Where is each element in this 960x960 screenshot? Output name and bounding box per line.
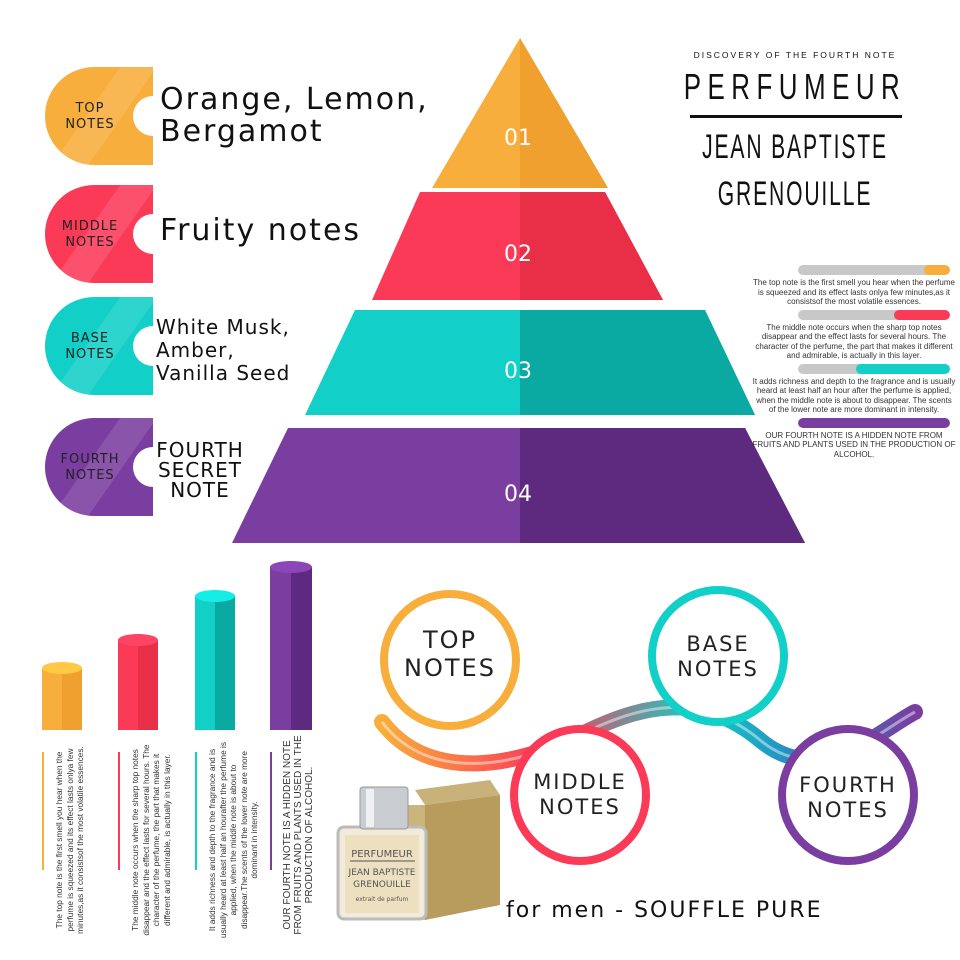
circle-top-notes: [380, 590, 520, 730]
divider-line: [42, 752, 44, 870]
side-description-item: OUR FOURTH NOTE IS A HIDDEN NOTE FROM FR…: [752, 417, 956, 460]
side-description-item: The top note is the first smell you hear…: [752, 265, 956, 307]
layer-number: 04: [504, 482, 532, 507]
side-descriptions: The top note is the first smell you hear…: [752, 265, 956, 462]
cylinder-top: [195, 590, 235, 602]
notch: [133, 96, 153, 136]
tier-description-vertical: The top note is the first smell you hear…: [54, 746, 85, 934]
divider-line: [195, 752, 197, 870]
level-bar: [798, 265, 950, 275]
level-fill: [893, 309, 950, 320]
cylinder-top: [270, 561, 312, 573]
side-description-item: The middle note occurs when the sharp to…: [752, 309, 956, 361]
level-bar: [798, 417, 950, 428]
tab-fourth-notes: FOURTH NOTES: [45, 418, 153, 516]
tier-notes: FOURTH SECRET NOTE: [156, 438, 244, 502]
pyramid-layer-shade: [520, 310, 755, 415]
name-line2: GRENOUILLE: [717, 175, 873, 213]
circle-label: MIDDLE NOTES: [533, 770, 627, 819]
notes-wave-diagram: [374, 586, 923, 865]
tab-top-notes: TOP NOTES: [45, 67, 153, 165]
level-bar: [798, 363, 950, 374]
tier-description: It adds richness and depth to the fragra…: [752, 376, 956, 415]
tier-description-vertical: OUR FOURTH NOTE IS A HIDDEN NOTE FROM FR…: [282, 735, 315, 935]
svg-text:extrait de parfum: extrait de parfum: [356, 896, 409, 903]
circle-label: FOURTH NOTES: [799, 773, 897, 822]
circle-base-notes: [648, 586, 788, 726]
cylinder-top: [118, 634, 158, 646]
layer-number: 02: [504, 242, 532, 267]
pyramid-diagram: 01 02 03 04: [232, 38, 805, 543]
level-fill: [855, 363, 950, 374]
tier-description-vertical: The middle note occurs when the sharp to…: [130, 744, 172, 936]
pyramid-layer-shade: [520, 192, 663, 300]
tier-notes: White Musk, Amber, Vanilla Seed: [156, 315, 291, 385]
layer-number: 03: [504, 359, 532, 384]
divider-line: [118, 752, 120, 870]
cylinder-shade: [138, 640, 158, 730]
header-kicker: DISCOVERY OF THE FOURTH NOTE: [693, 50, 897, 60]
circle-label: TOP NOTES: [404, 626, 496, 682]
tier-description-vertical: It adds richness and depth to the fragra…: [207, 742, 259, 939]
tab-label: TOP NOTES: [65, 101, 115, 132]
circle-fourth-notes: [778, 725, 918, 865]
tier-description: The top note is the first smell you hear…: [753, 278, 955, 306]
tab-middle-notes: MIDDLE NOTES: [45, 185, 153, 283]
tier-description: OUR FOURTH NOTE IS A HIDDEN NOTE FROM FR…: [752, 430, 956, 459]
svg-text:JEAN BAPTISTE: JEAN BAPTISTE: [348, 868, 416, 878]
svg-text:PERFUMEUR: PERFUMEUR: [351, 849, 413, 860]
pyramid-layer-shade: [520, 38, 608, 188]
cylinder-shade: [62, 668, 82, 730]
tab-label: MIDDLE NOTES: [61, 219, 119, 250]
perfume-product-image: PERFUMEUR JEAN BAPTISTE GRENOUILLE extra…: [336, 780, 500, 921]
svg-text:GRENOUILLE: GRENOUILLE: [353, 880, 411, 890]
notch: [133, 447, 153, 487]
cylinder-chart: [42, 561, 312, 730]
tier-notes: Fruity notes: [160, 213, 362, 248]
tab-label: FOURTH NOTES: [60, 452, 120, 483]
tab-base-notes: BASE NOTES: [45, 297, 153, 395]
side-description-item: It adds richness and depth to the fragra…: [752, 363, 956, 415]
level-fill: [924, 265, 950, 275]
divider: [690, 115, 902, 118]
circle-middle-notes: [510, 725, 650, 865]
layer-number: 01: [504, 126, 532, 151]
brand-title: PERFUMEUR: [683, 66, 907, 107]
circle-label: BASE NOTES: [677, 632, 759, 681]
divider-line: [270, 752, 272, 870]
level-bar: [798, 309, 950, 320]
name-line1: JEAN BAPTISTE: [702, 128, 888, 166]
pyramid-layer-shade: [520, 428, 805, 543]
tier-notes: Orange, Lemon, Bergamot: [160, 82, 429, 149]
notch: [133, 326, 153, 366]
tier-description: The middle note occurs when the sharp to…: [755, 322, 953, 361]
tagline: for men - SOUFFLE PURE: [506, 898, 823, 923]
cylinder-shade: [215, 596, 235, 730]
notch: [133, 214, 153, 254]
cylinder-shade: [291, 567, 312, 730]
cylinder-top: [42, 662, 82, 674]
tab-label: BASE NOTES: [65, 331, 115, 362]
level-fill: [798, 417, 950, 428]
